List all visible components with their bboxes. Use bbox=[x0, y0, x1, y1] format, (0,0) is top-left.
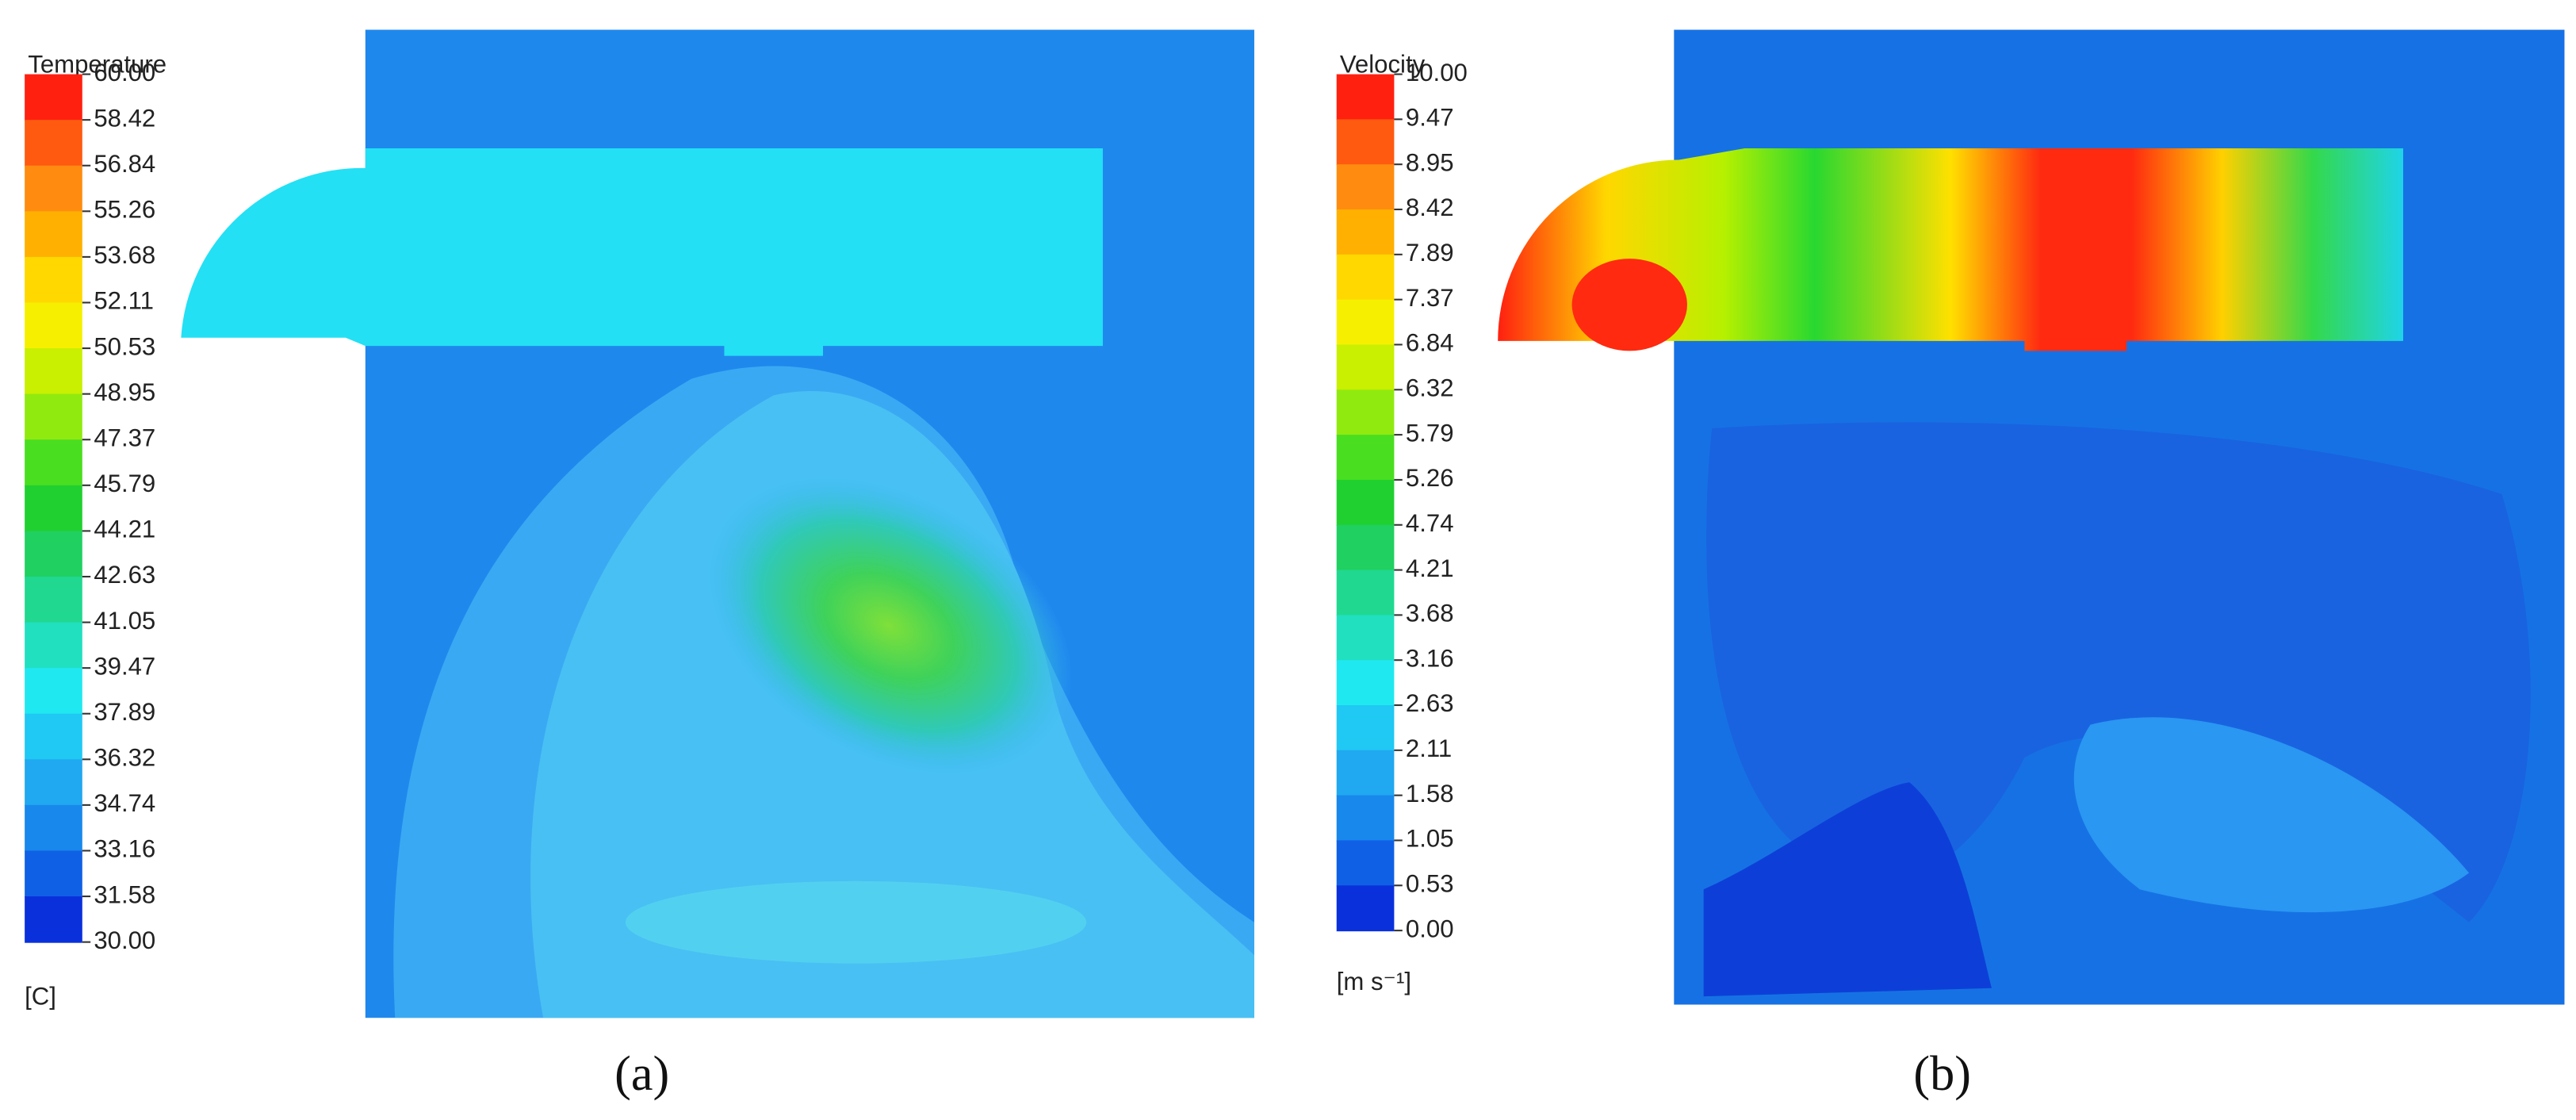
colorbar-bin bbox=[25, 759, 82, 806]
colorbar-label: 55.26 bbox=[94, 196, 155, 224]
colorbar-label: 30.00 bbox=[94, 926, 155, 954]
colorbar-bin bbox=[25, 74, 82, 121]
colorbar-label: 3.68 bbox=[1406, 600, 1454, 627]
caption: (b) bbox=[1913, 1047, 1971, 1101]
colorbar-bin bbox=[25, 302, 82, 350]
colorbar-label: 56.84 bbox=[94, 150, 155, 178]
colorbar-bin bbox=[1336, 795, 1395, 842]
colorbar-bin bbox=[1336, 299, 1395, 346]
colorbar-label: 0.00 bbox=[1406, 915, 1454, 942]
colorbar-label: 3.16 bbox=[1406, 644, 1454, 672]
colorbar-bin bbox=[1336, 435, 1395, 481]
colorbar-bin bbox=[1336, 254, 1395, 301]
colorbar-bin bbox=[1336, 389, 1395, 436]
colorbar-label: 10.00 bbox=[1406, 59, 1468, 86]
colorbar-bin bbox=[25, 439, 82, 486]
colorbar-bin bbox=[25, 531, 82, 578]
colorbar-label: 31.58 bbox=[94, 880, 155, 908]
colorbar-bin bbox=[1336, 344, 1395, 391]
velocity-field bbox=[1498, 29, 2565, 1005]
legend-unit: [m s⁻¹] bbox=[1337, 968, 1411, 995]
colorbar-bin bbox=[25, 622, 82, 669]
colorbar-bin bbox=[25, 348, 82, 395]
colorbar-label: 2.11 bbox=[1406, 735, 1452, 762]
colorbar-bin bbox=[25, 120, 82, 167]
colorbar-bin bbox=[1336, 885, 1395, 932]
colorbar-label: 42.63 bbox=[94, 561, 155, 589]
colorbar-bin bbox=[25, 485, 82, 532]
colorbar-bin bbox=[1336, 74, 1395, 121]
caption: (a) bbox=[614, 1047, 669, 1101]
colorbar-label: 2.63 bbox=[1406, 689, 1454, 717]
colorbar-bin bbox=[25, 896, 82, 943]
colorbar-bin bbox=[25, 211, 82, 258]
colorbar-label: 8.95 bbox=[1406, 148, 1454, 176]
colorbar-bin bbox=[25, 393, 82, 441]
colorbar-bin bbox=[1336, 840, 1395, 887]
legend-title: Velocity bbox=[1340, 50, 1426, 78]
colorbar-label: 50.53 bbox=[94, 332, 155, 360]
colorbar-bin bbox=[25, 256, 82, 304]
colorbar-label: 60.00 bbox=[94, 59, 155, 86]
colorbar-bin bbox=[1336, 615, 1395, 662]
colorbar-bin bbox=[1336, 660, 1395, 707]
colorbar-label: 47.37 bbox=[94, 424, 155, 451]
colorbar-bin bbox=[25, 668, 82, 715]
colorbar-bin bbox=[1336, 705, 1395, 751]
colorbar-label: 7.37 bbox=[1406, 284, 1454, 312]
colorbar-label: 1.58 bbox=[1406, 780, 1454, 807]
colorbar-bin bbox=[25, 804, 82, 852]
colorbar-label: 52.11 bbox=[94, 287, 154, 315]
colorbar-bin bbox=[25, 713, 82, 761]
colorbar-label: 5.79 bbox=[1406, 419, 1454, 447]
colorbar-label: 58.42 bbox=[94, 104, 155, 132]
colorbar-label: 45.79 bbox=[94, 470, 155, 497]
colorbar-bin bbox=[25, 165, 82, 213]
colorbar-label: 1.05 bbox=[1406, 825, 1454, 853]
colorbar-label: 39.47 bbox=[94, 652, 155, 680]
colorbar-bin bbox=[1336, 570, 1395, 616]
colorbar-bin bbox=[1336, 164, 1395, 211]
legend-title: Temperature bbox=[28, 50, 167, 78]
colorbar-bin bbox=[1336, 479, 1395, 526]
colorbar-label: 7.89 bbox=[1406, 239, 1454, 267]
colorbar-label: 4.21 bbox=[1406, 554, 1454, 582]
colorbar-label: 0.53 bbox=[1406, 870, 1454, 898]
colorbar-label: 8.42 bbox=[1406, 194, 1454, 221]
colorbar-bin bbox=[25, 576, 82, 623]
colorbar-bin bbox=[1336, 209, 1395, 255]
legend-unit: [C] bbox=[25, 982, 56, 1010]
colorbar-bin bbox=[25, 850, 82, 898]
colorbar-label: 41.05 bbox=[94, 607, 155, 635]
colorbar-label: 53.68 bbox=[94, 241, 155, 269]
temperature-field bbox=[181, 29, 1254, 1018]
colorbar-bin bbox=[1336, 750, 1395, 796]
colorbar-label: 48.95 bbox=[94, 378, 155, 406]
colorbar-bin bbox=[1336, 524, 1395, 571]
colorbar-label: 44.21 bbox=[94, 516, 155, 543]
colorbar-label: 9.47 bbox=[1406, 104, 1454, 132]
colorbar-label: 6.32 bbox=[1406, 374, 1454, 402]
colorbar-label: 6.84 bbox=[1406, 329, 1454, 357]
colorbar-label: 36.32 bbox=[94, 744, 155, 772]
colorbar-label: 4.74 bbox=[1406, 509, 1454, 537]
colorbar-label: 34.74 bbox=[94, 789, 155, 817]
colorbar-label: 5.26 bbox=[1406, 464, 1454, 492]
colorbar-label: 33.16 bbox=[94, 835, 155, 863]
colorbar-label: 37.89 bbox=[94, 698, 155, 726]
colorbar-bin bbox=[1336, 119, 1395, 166]
